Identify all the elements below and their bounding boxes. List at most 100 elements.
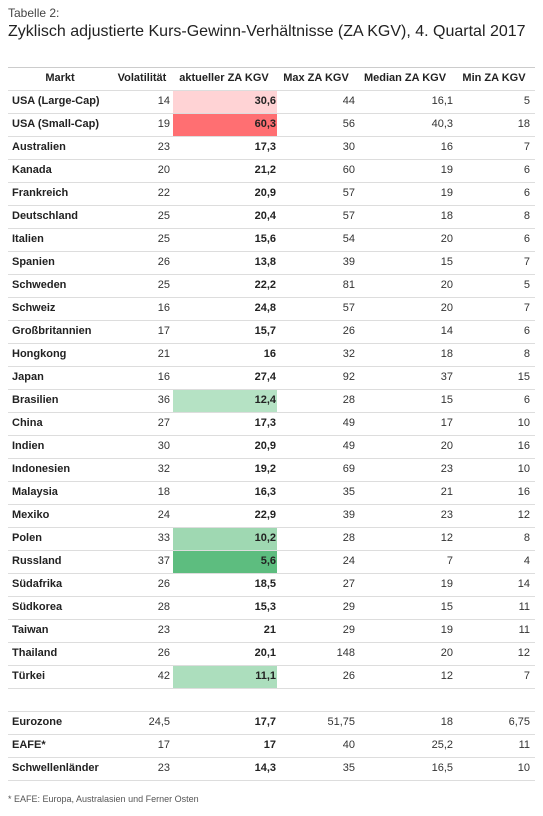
cell-value: 12: [440, 532, 453, 544]
cell-value: 25: [157, 210, 170, 222]
cell-value: 6,75: [508, 716, 530, 728]
cell-value: 7: [446, 555, 453, 567]
cell-value: 15,6: [254, 233, 276, 245]
cell-value: 30,6: [254, 95, 276, 107]
cell-value: 49: [342, 417, 355, 429]
cell-value: 6: [523, 187, 530, 199]
cell-value: 24: [157, 509, 170, 521]
cell-value: 16,1: [431, 95, 453, 107]
cell-value: 32: [157, 463, 170, 475]
cell-value: 30: [342, 141, 355, 153]
market-name: Brasilien: [12, 394, 59, 406]
cell-value: 12: [440, 670, 453, 682]
rule: [8, 412, 535, 413]
cell-value: 33: [157, 532, 170, 544]
market-name: Indien: [12, 440, 45, 452]
cell-value: 20,4: [254, 210, 276, 222]
cell-value: 16: [157, 302, 170, 314]
rule: [8, 550, 535, 551]
rule: [8, 159, 535, 160]
cell-highlight: [173, 551, 277, 573]
cell-value: 10,2: [254, 532, 276, 544]
cell-value: 35: [342, 762, 355, 774]
cell-value: 51,75: [327, 716, 355, 728]
market-name: Italien: [12, 233, 44, 245]
cell-value: 22,2: [254, 279, 276, 291]
rule: [8, 711, 535, 712]
market-name: Frankreich: [12, 187, 69, 199]
cell-highlight: [173, 528, 277, 550]
market-name: China: [12, 417, 43, 429]
rule: [8, 251, 535, 252]
cell-value: 18: [440, 716, 453, 728]
cell-highlight: [173, 114, 277, 136]
cell-value: 26: [157, 256, 170, 268]
rule: [8, 90, 535, 91]
cell-value: 19: [440, 578, 453, 590]
market-name: Südkorea: [12, 601, 63, 613]
rule: [8, 481, 535, 482]
cell-value: 4: [523, 555, 530, 567]
market-name: Taiwan: [12, 624, 49, 636]
cell-value: 16,5: [431, 762, 453, 774]
cell-value: 32: [342, 348, 355, 360]
cell-value: 29: [342, 624, 355, 636]
cell-value: 23: [440, 509, 453, 521]
market-name: Malaysia: [12, 486, 58, 498]
cell-value: 23: [440, 463, 453, 475]
cell-value: 6: [523, 325, 530, 337]
market-name: Spanien: [12, 256, 55, 268]
market-name: Japan: [12, 371, 44, 383]
rule: [8, 458, 535, 459]
rule: [8, 757, 535, 758]
cell-value: 60: [342, 164, 355, 176]
market-name: USA (Small-Cap): [12, 118, 99, 130]
column-header: Volatilität: [117, 72, 167, 84]
cell-value: 17,3: [254, 417, 276, 429]
cell-value: 19: [157, 118, 170, 130]
cell-value: 28: [157, 601, 170, 613]
cell-value: 18,5: [254, 578, 276, 590]
rule: [8, 665, 535, 666]
cell-value: 26: [157, 578, 170, 590]
cell-value: 17: [440, 417, 453, 429]
cell-value: 8: [523, 532, 530, 544]
cell-value: 25,2: [431, 739, 453, 751]
cell-value: 54: [342, 233, 355, 245]
rule: [8, 688, 535, 689]
cell-value: 25: [157, 279, 170, 291]
cell-value: 5: [523, 95, 530, 107]
market-name: Mexiko: [12, 509, 50, 521]
cell-value: 6: [523, 233, 530, 245]
market-name: Eurozone: [12, 716, 63, 728]
cell-value: 20: [440, 647, 453, 659]
cell-value: 40: [342, 739, 355, 751]
cell-value: 15: [440, 256, 453, 268]
cell-value: 69: [342, 463, 355, 475]
cell-value: 27: [342, 578, 355, 590]
column-header: Max ZA KGV: [283, 72, 349, 84]
market-name: Südafrika: [12, 578, 63, 590]
cell-value: 29: [342, 601, 355, 613]
cell-value: 7: [523, 302, 530, 314]
cell-value: 57: [342, 302, 355, 314]
market-name: Deutschland: [12, 210, 79, 222]
cell-value: 36: [157, 394, 170, 406]
cell-value: 20: [440, 279, 453, 291]
cell-value: 18: [517, 118, 530, 130]
cell-value: 12,4: [254, 394, 276, 406]
column-header: aktueller ZA KGV: [179, 72, 269, 84]
cell-value: 92: [342, 371, 355, 383]
rule: [8, 435, 535, 436]
table-title: Zyklisch adjustierte Kurs-Gewinn-Verhält…: [8, 23, 526, 40]
cell-value: 17: [157, 739, 170, 751]
cell-value: 18: [440, 348, 453, 360]
cell-value: 11: [518, 739, 530, 751]
cell-value: 6: [523, 394, 530, 406]
cell-value: 44: [342, 95, 355, 107]
cell-value: 18: [440, 210, 453, 222]
cell-value: 19,2: [254, 463, 276, 475]
cell-value: 18: [157, 486, 170, 498]
cell-value: 7: [523, 141, 530, 153]
